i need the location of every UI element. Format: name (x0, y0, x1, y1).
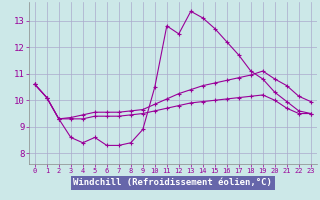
X-axis label: Windchill (Refroidissement éolien,°C): Windchill (Refroidissement éolien,°C) (73, 178, 272, 187)
